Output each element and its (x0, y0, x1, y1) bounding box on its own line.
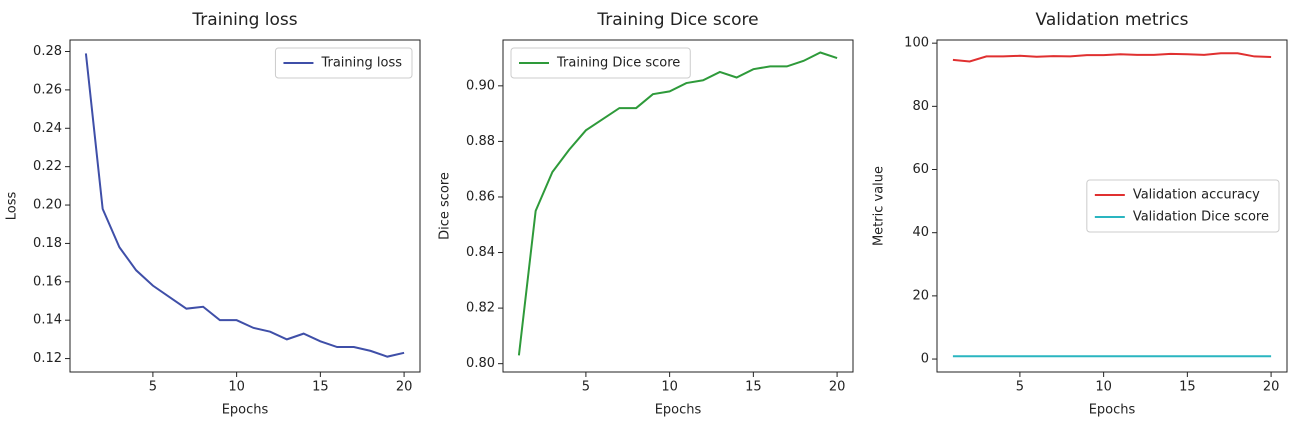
y-tick-label: 20 (912, 288, 929, 303)
x-tick-label: 5 (1016, 380, 1024, 395)
x-tick-label: 15 (312, 380, 329, 395)
legend-label: Training loss (320, 56, 402, 71)
x-tick-label: 10 (661, 380, 678, 395)
subplot-title: Training loss (191, 10, 297, 30)
axes-frame (69, 39, 421, 373)
subplot: Training Dice score Epochs Dice score 5 10 15… (438, 10, 854, 418)
legend-frame (1086, 179, 1280, 233)
data-line (84, 53, 405, 358)
legend: Training Dice score (510, 47, 691, 79)
x-tick-label: 15 (1179, 380, 1196, 395)
y-axis-label: Loss (5, 192, 20, 221)
y-tick-label: 0.18 (33, 236, 62, 251)
y-tick-label: 0.14 (33, 313, 62, 328)
y-tick-label: 0.82 (466, 301, 495, 316)
legend-label: Validation accuracy (1133, 188, 1260, 203)
y-tick-label: 0.16 (33, 274, 62, 289)
y-tick-label: 0 (921, 352, 929, 367)
y-tick-label: 100 (904, 36, 929, 51)
x-tick-label: 20 (396, 380, 413, 395)
y-axis-label: Metric value (872, 166, 887, 246)
y-tick-label: 0.88 (466, 134, 495, 149)
x-tick-label: 5 (582, 380, 590, 395)
y-axis-label: Dice score (438, 172, 453, 240)
data-line (952, 52, 1272, 63)
y-tick-label: 0.24 (33, 121, 62, 136)
y-tick-label: 0.26 (33, 82, 62, 97)
y-tick-label: 60 (912, 162, 929, 177)
axes-frame (936, 39, 1288, 373)
data-line (517, 51, 838, 356)
subplot-title: Training Dice score (596, 10, 758, 30)
subplot: Validation metrics Epochs Metric value 5 10 1… (872, 10, 1288, 418)
legend-frame (274, 47, 413, 79)
y-tick-label: 0.20 (33, 198, 62, 213)
subplot: Training loss Epochs Loss 5 10 15 20 0.12 0.14 0.… (5, 10, 421, 418)
y-tick-label: 0.86 (466, 189, 495, 204)
x-tick-label: 10 (1095, 380, 1112, 395)
x-tick-label: 10 (228, 380, 245, 395)
x-axis-label: Epochs (1089, 403, 1136, 418)
legend-label: Validation Dice score (1133, 210, 1269, 225)
legend-label: Training Dice score (556, 56, 680, 71)
subplot-title: Validation metrics (1036, 10, 1189, 30)
y-tick-label: 0.28 (33, 44, 62, 59)
legend: Validation accuracy Validation Dice score (1086, 179, 1280, 233)
y-tick-label: 0.90 (466, 78, 495, 93)
y-tick-label: 0.22 (33, 159, 62, 174)
x-axis-label: Epochs (655, 403, 702, 418)
y-tick-label: 40 (912, 225, 929, 240)
x-tick-label: 15 (745, 380, 762, 395)
y-tick-label: 0.80 (466, 356, 495, 371)
legend-frame (510, 47, 691, 79)
y-tick-label: 0.12 (33, 351, 62, 366)
legend: Training loss (274, 47, 413, 79)
x-tick-label: 5 (149, 380, 157, 395)
y-tick-label: 0.84 (466, 245, 495, 260)
y-tick-label: 80 (912, 99, 929, 114)
x-axis-label: Epochs (222, 403, 269, 418)
x-tick-label: 20 (1263, 380, 1280, 395)
x-tick-label: 20 (829, 380, 846, 395)
axes-frame (502, 39, 854, 373)
